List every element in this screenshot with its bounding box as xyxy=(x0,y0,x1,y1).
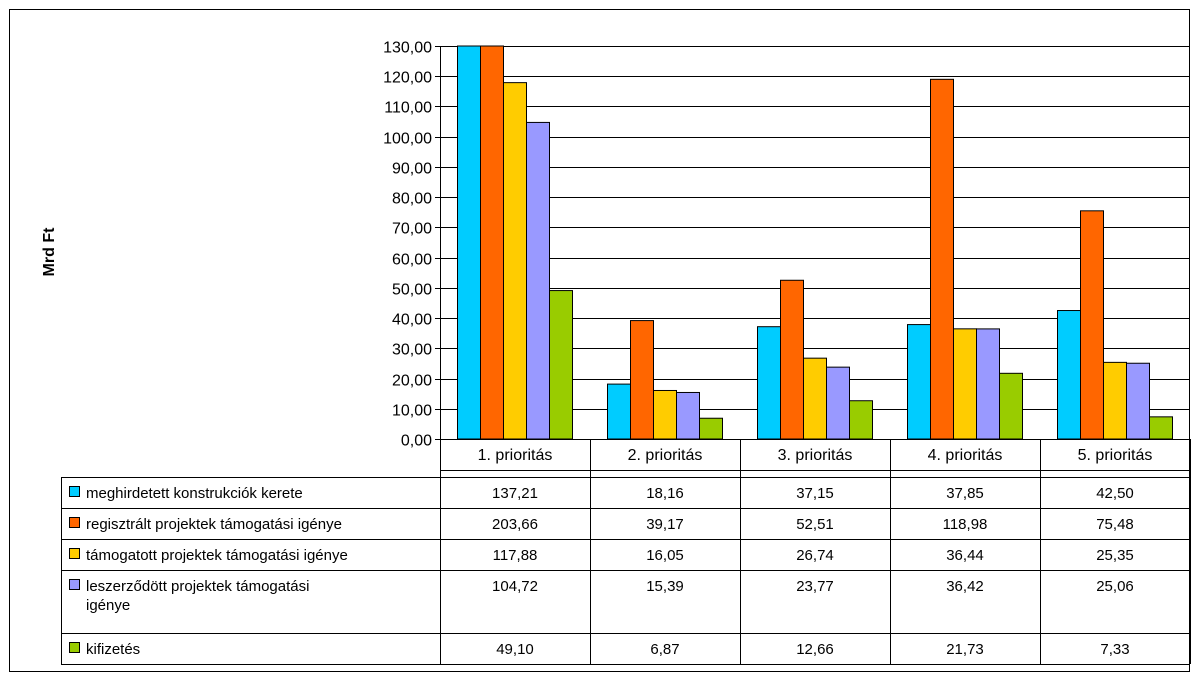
bar xyxy=(480,45,504,440)
table-cell-value: 15,39 xyxy=(646,578,684,595)
x-category-label: 1. prioritás xyxy=(478,447,553,464)
bar xyxy=(999,372,1023,440)
table-cell-value: 42,50 xyxy=(1096,485,1134,502)
y-tick-label: 120,00 xyxy=(383,70,432,87)
legend-swatch xyxy=(69,579,80,590)
y-tick-label: 40,00 xyxy=(392,312,432,329)
bar xyxy=(699,417,723,440)
table-cell-value: 21,73 xyxy=(946,641,984,658)
legend-label: meghirdetett konstrukciók kerete xyxy=(86,485,303,502)
bar xyxy=(549,290,573,440)
table-cell-value: 7,33 xyxy=(1100,641,1129,658)
y-tick-label: 0,00 xyxy=(401,433,432,450)
legend-label: kifizetés xyxy=(86,641,140,658)
y-tick-label: 30,00 xyxy=(392,342,432,359)
legend-label: leszerződött projektek támogatási xyxy=(86,578,309,595)
x-category-label: 4. prioritás xyxy=(928,447,1003,464)
table-cell-value: 36,44 xyxy=(946,547,984,564)
bar xyxy=(503,82,527,440)
table-cell-value: 52,51 xyxy=(796,516,834,533)
bar xyxy=(1149,416,1173,440)
table-cell-value: 37,15 xyxy=(796,485,834,502)
bar xyxy=(803,357,827,440)
x-category-label: 5. prioritás xyxy=(1078,447,1153,464)
table-cell-value: 37,85 xyxy=(946,485,984,502)
table-cell-value: 137,21 xyxy=(492,485,538,502)
table-cell-value: 104,72 xyxy=(492,578,538,595)
bar xyxy=(757,326,781,440)
table-cell-value: 75,48 xyxy=(1096,516,1134,533)
bar xyxy=(849,400,873,440)
chart-border xyxy=(9,9,1190,672)
bar xyxy=(953,328,977,440)
y-tick-label: 50,00 xyxy=(392,282,432,299)
legend-swatch xyxy=(69,517,80,528)
table-cell-value: 25,35 xyxy=(1096,547,1134,564)
legend-label: regisztrált projektek támogatási igénye xyxy=(86,516,342,533)
bar xyxy=(630,320,654,440)
table-cell-value: 16,05 xyxy=(646,547,684,564)
bar xyxy=(457,45,481,440)
bar xyxy=(907,324,931,440)
bar xyxy=(826,366,850,440)
y-tick-label: 80,00 xyxy=(392,191,432,208)
table-cell-value: 36,42 xyxy=(946,578,984,595)
y-tick-label: 70,00 xyxy=(392,221,432,238)
bar xyxy=(607,383,631,440)
bar xyxy=(976,328,1000,440)
bar xyxy=(1126,362,1150,440)
y-axis-title: Mrd Ft xyxy=(41,227,58,277)
table-cell-value: 26,74 xyxy=(796,547,834,564)
y-tick-label: 110,00 xyxy=(384,100,432,117)
y-tick-label: 10,00 xyxy=(392,403,432,420)
legend-swatch xyxy=(69,486,80,497)
table-cell-value: 23,77 xyxy=(796,578,834,595)
legend-swatch xyxy=(69,642,80,653)
table-cell-value: 6,87 xyxy=(650,641,679,658)
y-tick-label: 130,00 xyxy=(383,40,432,57)
table-cell-value: 49,10 xyxy=(496,641,534,658)
table-cell-value: 25,06 xyxy=(1096,578,1134,595)
bar xyxy=(1103,361,1127,440)
y-tick-label: 60,00 xyxy=(392,252,432,269)
bar xyxy=(780,279,804,440)
y-tick-label: 90,00 xyxy=(392,161,432,178)
legend-swatch xyxy=(69,548,80,559)
bar xyxy=(1080,210,1104,440)
bar xyxy=(1057,310,1081,440)
bar xyxy=(930,78,954,440)
table-cell-value: 118,98 xyxy=(943,516,988,533)
x-category-label: 2. prioritás xyxy=(628,447,703,464)
table-cell-value: 203,66 xyxy=(492,516,538,533)
bar xyxy=(676,391,700,440)
y-tick-label: 100,00 xyxy=(383,131,432,148)
table-cell-value: 12,66 xyxy=(796,641,834,658)
table-cell-value: 117,88 xyxy=(493,547,538,564)
x-category-label: 3. prioritás xyxy=(778,447,853,464)
bar xyxy=(526,121,550,440)
y-tick-label: 20,00 xyxy=(392,373,432,390)
bar xyxy=(653,389,677,440)
legend-label: igénye xyxy=(86,597,130,614)
legend-label: támogatott projektek támogatási igénye xyxy=(86,547,348,564)
table-cell-value: 18,16 xyxy=(646,485,684,502)
table-cell-value: 39,17 xyxy=(646,516,684,533)
